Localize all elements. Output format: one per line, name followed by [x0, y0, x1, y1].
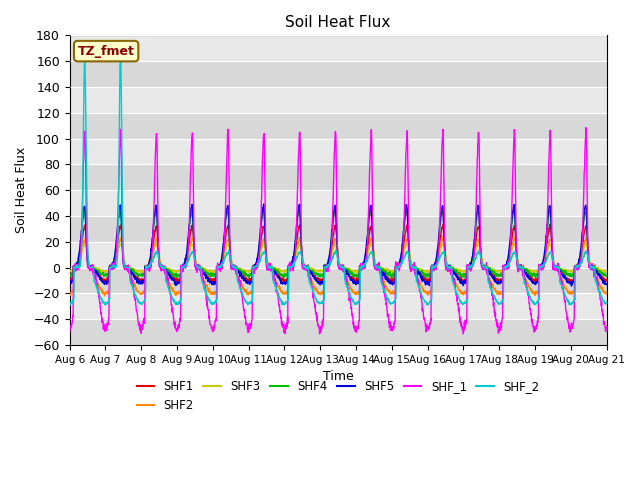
- SHF5: [354, 278, 362, 284]
- SHF3: [365, 244, 373, 250]
- SHF1: [547, 221, 554, 227]
- Line: SHF3: SHF3: [70, 242, 607, 273]
- SHF_2: [66, 302, 74, 308]
- SHF_2: [570, 297, 578, 302]
- Line: SHF1: SHF1: [70, 224, 607, 283]
- Bar: [70, 293, 607, 319]
- SHF_1: [460, 331, 467, 337]
- SHF_2: [365, 253, 373, 259]
- SHF2: [494, 288, 502, 294]
- SHF3: [66, 269, 74, 275]
- SHF1: [571, 265, 579, 271]
- SHF_1: [556, 271, 563, 277]
- Bar: [70, 139, 607, 164]
- SHF5: [571, 264, 579, 269]
- Bar: [70, 216, 607, 242]
- SHF4: [495, 274, 502, 279]
- SHF1: [556, 265, 563, 271]
- SHF4: [216, 264, 223, 269]
- Line: SHF_2: SHF_2: [70, 51, 607, 305]
- SHF3: [216, 263, 224, 269]
- Text: TZ_fmet: TZ_fmet: [77, 45, 134, 58]
- SHF4: [461, 276, 469, 282]
- SHF3: [495, 269, 502, 275]
- Bar: [70, 242, 607, 267]
- SHF2: [354, 291, 362, 297]
- SHF2: [365, 243, 373, 249]
- SHF5: [494, 281, 502, 287]
- X-axis label: Time: Time: [323, 370, 353, 383]
- SHF5: [260, 201, 268, 207]
- SHF1: [603, 276, 611, 282]
- Bar: [70, 87, 607, 113]
- SHF2: [582, 234, 590, 240]
- Line: SHF5: SHF5: [70, 204, 607, 286]
- SHF3: [153, 240, 161, 245]
- SHF5: [365, 212, 373, 218]
- SHF_1: [365, 188, 373, 193]
- SHF4: [66, 273, 74, 279]
- SHF1: [66, 277, 74, 283]
- SHF1: [103, 280, 111, 286]
- SHF3: [603, 268, 611, 274]
- SHF5: [568, 283, 575, 289]
- Bar: [70, 113, 607, 139]
- SHF_2: [494, 300, 502, 306]
- SHF2: [101, 293, 109, 299]
- SHF_1: [216, 266, 223, 272]
- SHF4: [354, 272, 362, 277]
- SHF_1: [353, 324, 361, 330]
- SHF2: [556, 265, 563, 271]
- Y-axis label: Soil Heat Flux: Soil Heat Flux: [15, 147, 28, 233]
- SHF_2: [556, 264, 563, 270]
- Bar: [70, 319, 607, 345]
- SHF_1: [570, 316, 578, 322]
- SHF3: [354, 268, 362, 274]
- Line: SHF_1: SHF_1: [70, 128, 607, 334]
- SHF4: [603, 273, 611, 278]
- SHF5: [66, 278, 74, 284]
- SHF2: [66, 291, 74, 297]
- SHF1: [216, 263, 223, 269]
- SHF3: [571, 265, 579, 271]
- Bar: [70, 61, 607, 87]
- SHF3: [211, 270, 219, 276]
- SHF_1: [603, 326, 611, 332]
- SHF4: [295, 205, 303, 211]
- Title: Soil Heat Flux: Soil Heat Flux: [285, 15, 391, 30]
- SHF_1: [494, 324, 502, 330]
- Line: SHF2: SHF2: [70, 237, 607, 296]
- SHF1: [365, 232, 373, 238]
- SHF5: [556, 268, 563, 274]
- Bar: [70, 190, 607, 216]
- SHF_2: [116, 48, 124, 54]
- SHF2: [216, 265, 223, 271]
- SHF5: [603, 282, 611, 288]
- SHF_2: [354, 300, 362, 306]
- SHF3: [556, 265, 563, 271]
- SHF1: [494, 278, 502, 284]
- SHF4: [556, 266, 563, 272]
- Legend: SHF1, SHF2, SHF3, SHF4, SHF5, SHF_1, SHF_2: SHF1, SHF2, SHF3, SHF4, SHF5, SHF_1, SHF…: [132, 375, 545, 416]
- SHF_2: [603, 300, 611, 306]
- Bar: [70, 36, 607, 61]
- SHF1: [354, 277, 362, 283]
- SHF2: [570, 288, 578, 294]
- SHF5: [216, 264, 223, 269]
- SHF_1: [582, 125, 590, 131]
- SHF4: [571, 265, 579, 271]
- SHF4: [365, 216, 373, 222]
- SHF_1: [66, 329, 74, 335]
- SHF2: [603, 291, 611, 297]
- Bar: [70, 164, 607, 190]
- SHF_2: [216, 265, 223, 271]
- Bar: [70, 267, 607, 293]
- Line: SHF4: SHF4: [70, 208, 607, 279]
